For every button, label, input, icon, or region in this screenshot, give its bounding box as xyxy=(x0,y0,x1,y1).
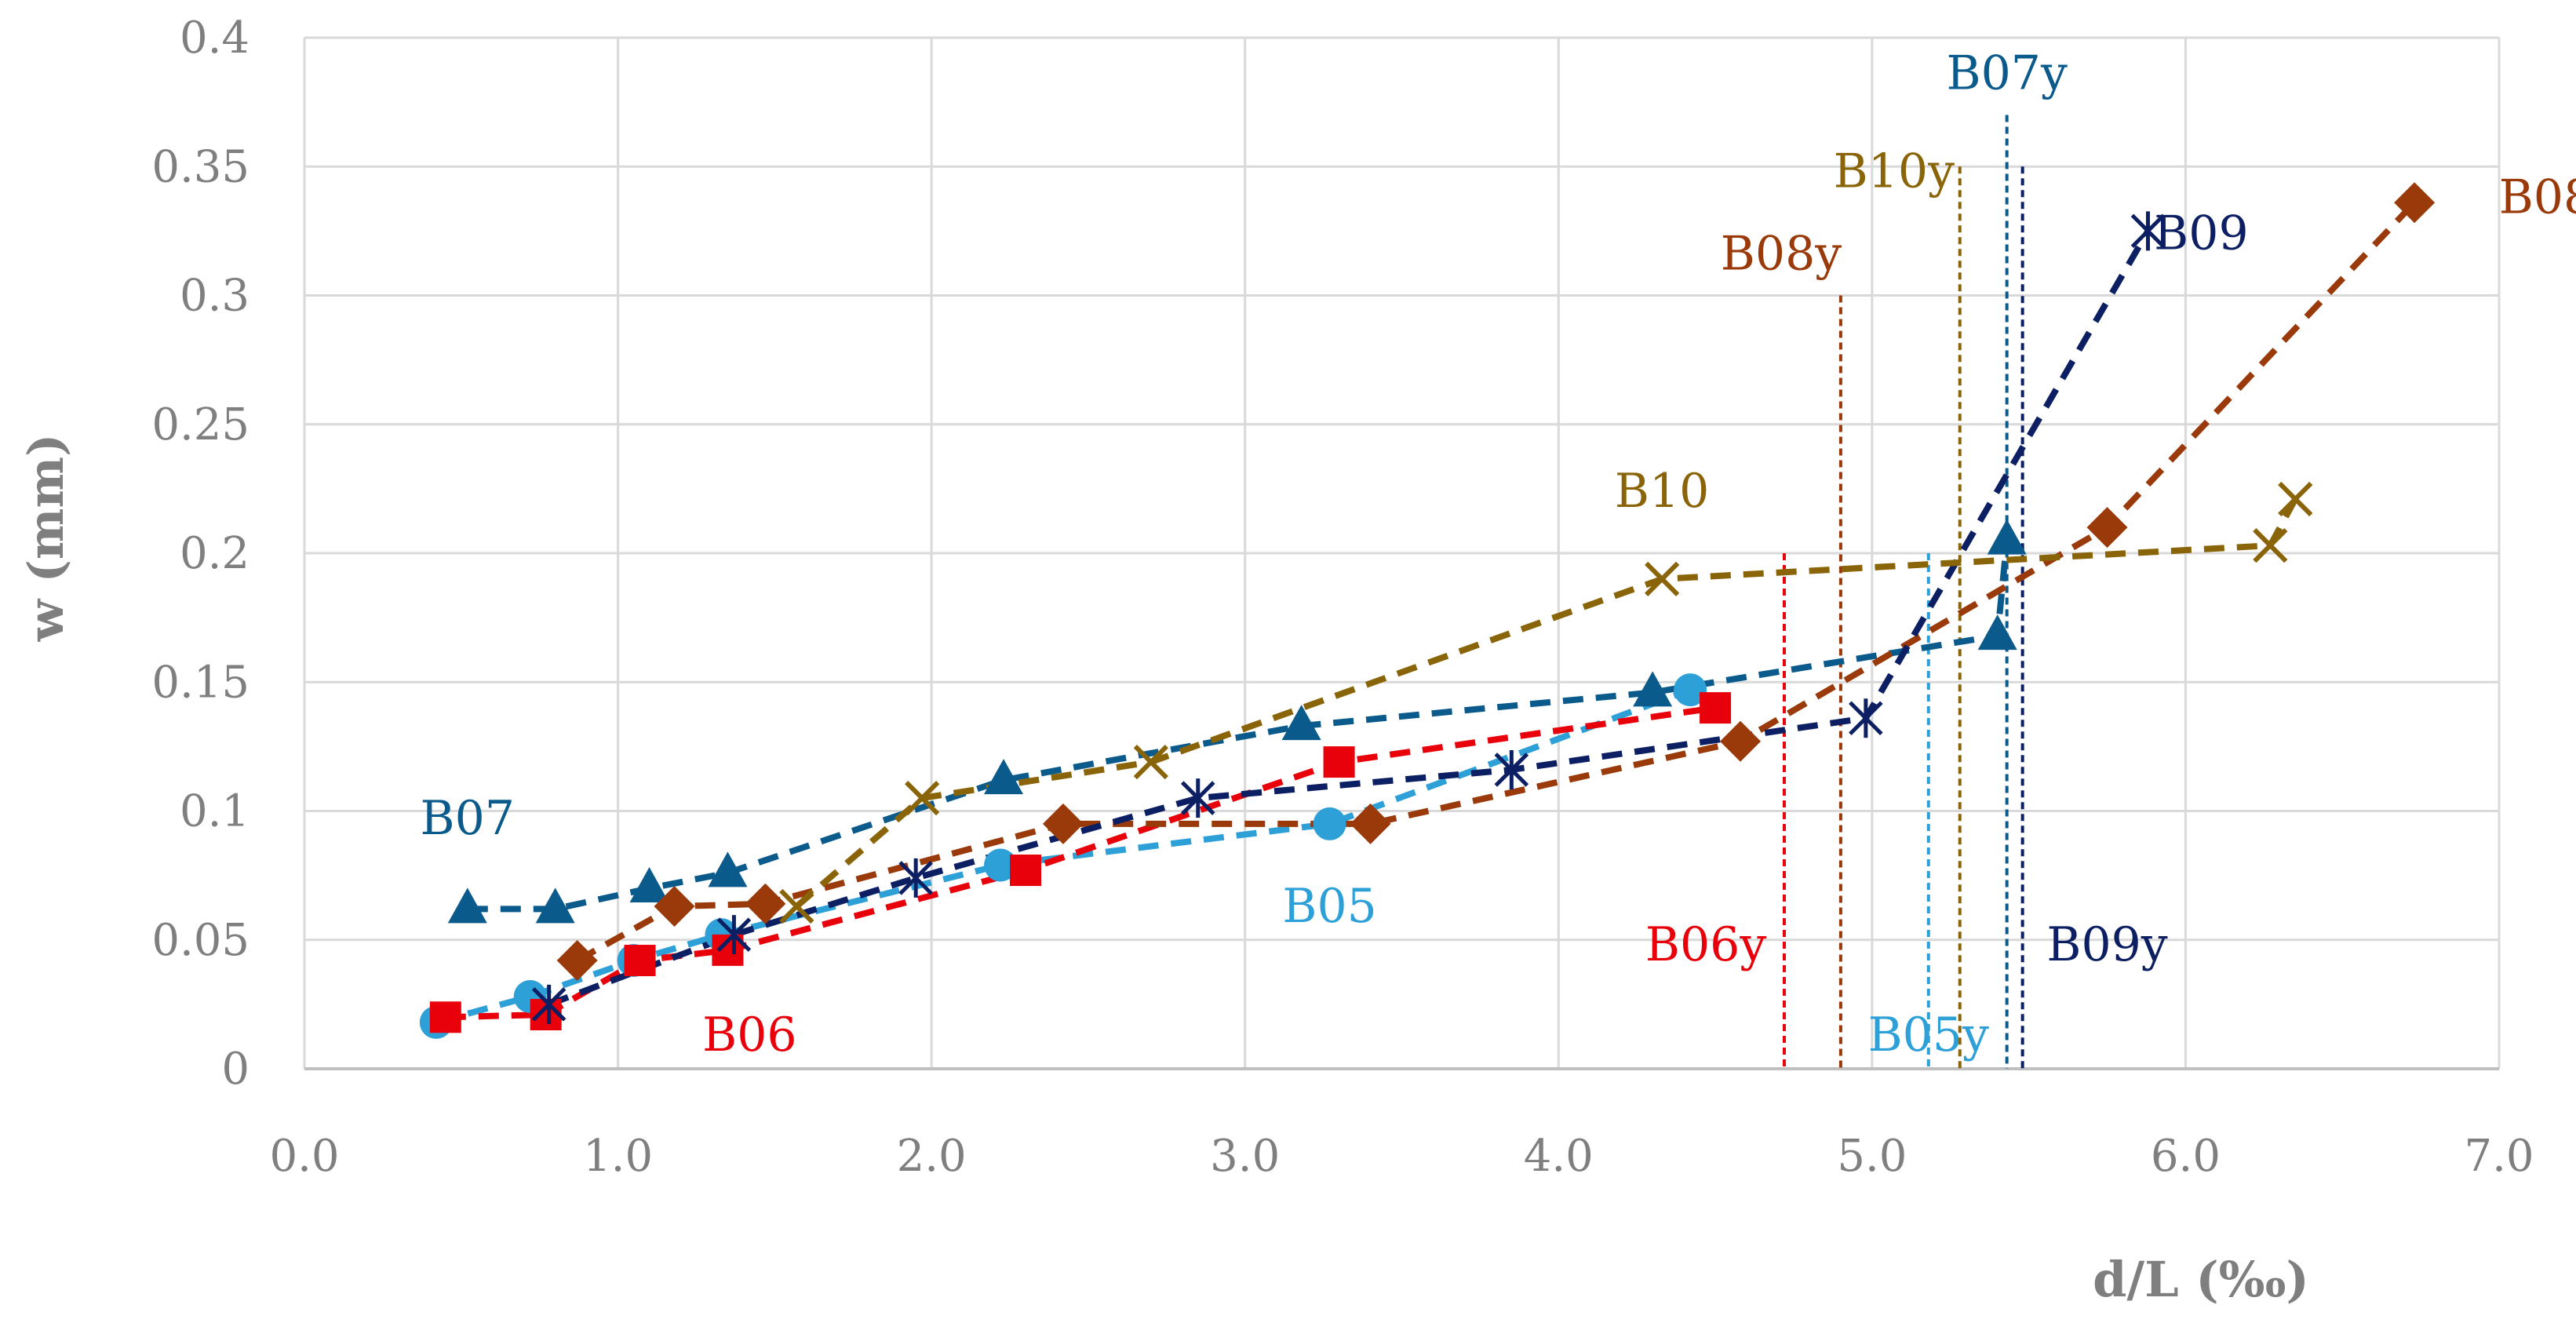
marker-b10 xyxy=(1133,744,1168,780)
yield-lines: B05y B06y B07y B08y B09y B10y xyxy=(1645,46,2168,1069)
marker-b07 xyxy=(1977,614,2017,651)
x-tick-label: 3.0 xyxy=(1210,1131,1280,1182)
marker-b06 xyxy=(530,999,562,1031)
marker-b09 xyxy=(1849,698,1883,738)
y-tick-label: 0.4 xyxy=(180,13,250,64)
marker-b08 xyxy=(2086,507,2128,549)
marker-b08 xyxy=(556,940,598,982)
marker-b07 xyxy=(984,759,1024,795)
yield-label-b05y: B05y xyxy=(1868,1008,1989,1062)
marker-b07 xyxy=(1633,671,1673,707)
series-label-b06: B06 xyxy=(702,1008,796,1062)
marker-b09 xyxy=(1494,749,1529,789)
marker-b09 xyxy=(2130,211,2166,251)
x-tick-label: 4.0 xyxy=(1524,1131,1594,1182)
x-tick-label: 7.0 xyxy=(2464,1131,2534,1182)
marker-b09 xyxy=(531,984,567,1024)
series-label-b07: B07 xyxy=(421,791,515,846)
y-tick-label: 0.3 xyxy=(180,271,250,322)
series-label-b10: B10 xyxy=(1615,464,1709,519)
marker-b07 xyxy=(1987,519,2027,555)
marker-b10 xyxy=(2278,481,2313,517)
marker-b08 xyxy=(654,886,695,928)
marker-b07 xyxy=(708,851,748,887)
y-tick-label: 0 xyxy=(221,1044,250,1095)
x-tick-label: 0.0 xyxy=(269,1131,339,1182)
marker-b07 xyxy=(447,887,487,924)
axis-lines xyxy=(303,38,2499,1070)
marker-b05 xyxy=(1674,673,1707,707)
yield-label-b08y: B08y xyxy=(1721,227,1842,282)
y-tick-label: 0.25 xyxy=(151,399,250,450)
series-label-b09: B09 xyxy=(2154,206,2248,261)
series-line-b10 xyxy=(794,497,2298,909)
marker-b06 xyxy=(1323,746,1355,778)
series-label-b05: B05 xyxy=(1282,879,1376,934)
marker-b07 xyxy=(535,887,575,924)
y-tick-label: 0.2 xyxy=(180,528,250,579)
marker-b06 xyxy=(1010,855,1042,887)
marker-b07 xyxy=(629,867,669,903)
yield-label-b06y: B06y xyxy=(1645,917,1766,972)
gridlines xyxy=(304,36,2501,1069)
marker-b09 xyxy=(716,915,752,955)
y-axis-title: w (mm) xyxy=(17,434,75,643)
marker-b08 xyxy=(745,883,786,924)
y-tick-label: 0.15 xyxy=(151,657,250,708)
marker-b10 xyxy=(905,780,940,816)
y-tick-label: 0.1 xyxy=(180,786,250,837)
marker-b09 xyxy=(1181,778,1215,818)
y-tick-label: 0.05 xyxy=(151,915,250,966)
x-axis-title: d/L (‰) xyxy=(2093,1251,2309,1308)
marker-b10 xyxy=(779,888,814,924)
marker-b10 xyxy=(1645,561,1680,596)
x-tick-label: 2.0 xyxy=(897,1131,967,1182)
series-label-b08: B08 xyxy=(2499,169,2576,224)
series-labels: B05 B06 B07 B08 B09 B10 xyxy=(421,169,2576,1062)
marker-b05 xyxy=(984,848,1018,882)
series-line-b07 xyxy=(467,540,2010,913)
x-tick-label: 5.0 xyxy=(1837,1131,1907,1182)
yield-label-b09y: B09y xyxy=(2046,917,2167,972)
marker-b08 xyxy=(1350,803,1391,844)
series-lines xyxy=(435,200,2418,1026)
marker-b09 xyxy=(898,858,933,898)
x-tick-label: 1.0 xyxy=(583,1131,653,1182)
y-tick-label: 0.35 xyxy=(151,141,250,192)
series-markers xyxy=(419,182,2436,1039)
series-line-b08 xyxy=(575,200,2418,964)
x-tick-label: 6.0 xyxy=(2151,1131,2221,1182)
marker-b08 xyxy=(2394,182,2436,224)
marker-b10 xyxy=(2253,528,2288,563)
marker-b08 xyxy=(1042,803,1084,844)
yield-label-b07y: B07y xyxy=(1947,46,2068,101)
x-tick-labels: 0.0 1.0 2.0 3.0 4.0 5.0 6.0 7.0 xyxy=(269,1131,2534,1182)
marker-b08 xyxy=(1720,720,1762,762)
y-tick-labels: 0 0.05 0.1 0.15 0.2 0.25 0.3 0.35 0.4 xyxy=(151,13,250,1095)
marker-b06 xyxy=(624,945,656,977)
marker-b06 xyxy=(429,1001,461,1033)
marker-b05 xyxy=(1313,807,1346,840)
marker-b06 xyxy=(1700,692,1732,724)
yield-label-b10y: B10y xyxy=(1834,144,1955,199)
marker-b07 xyxy=(1281,705,1321,741)
